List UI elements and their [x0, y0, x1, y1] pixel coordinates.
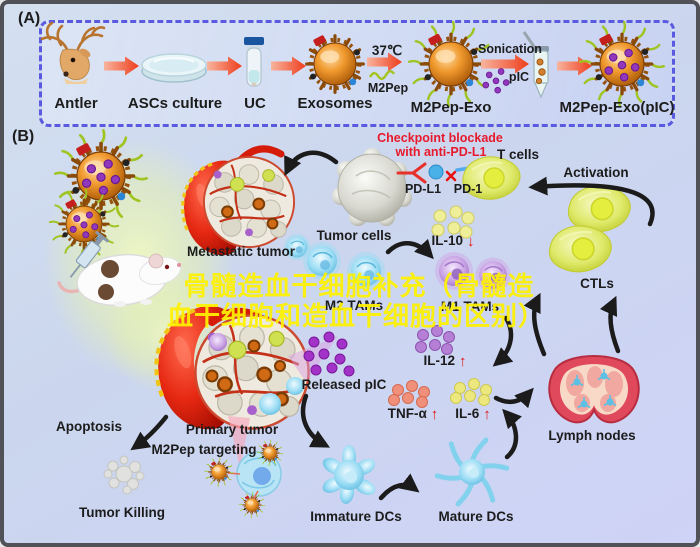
petri-dish-icon [141, 53, 207, 83]
primary-tumor-organ [156, 306, 338, 468]
label-m1-tams: M1 TAMs [440, 299, 500, 314]
il10-dots [431, 205, 475, 239]
label-ascs-culture: ASCs culture [127, 95, 223, 112]
label-mature-dcs: Mature DCs [438, 509, 514, 524]
label-m2pep: M2Pep [367, 81, 409, 95]
m2pep-peptide-icon [368, 70, 395, 80]
label-uc: UC [244, 95, 266, 112]
flow-arrows [130, 150, 655, 501]
label-lymph-nodes: Lymph nodes [548, 428, 636, 443]
ctl-icon-1 [567, 184, 632, 233]
label-t-cells: T cells [496, 147, 540, 162]
panel-a-arrow-3 [271, 56, 306, 76]
tnf-up-arrow-icon: ↑ [430, 406, 439, 423]
il6-name: IL-6 [455, 406, 480, 422]
il10-down-arrow-icon: ↓ [467, 233, 475, 250]
m2pep-exo-icon [407, 20, 495, 108]
lymph-node-icon [548, 355, 640, 424]
mature-dc-icon [434, 437, 510, 507]
label-m2pep-exo: M2Pep-Exo [410, 99, 492, 116]
label-antler: Antler [54, 95, 98, 112]
label-exosomes: Exosomes [297, 95, 373, 112]
label-m2-tams: M2 TAMs [324, 298, 384, 313]
blocked-x-icon [445, 170, 457, 182]
label-il12: IL-12 ↑ [423, 353, 467, 370]
il6-up-arrow-icon: ↑ [483, 406, 491, 423]
panel-a-arrow-6 [557, 56, 592, 76]
label-m2pep-exo-pic: M2Pep-Exo(pIC) [559, 99, 675, 116]
targeting-beam [228, 416, 250, 468]
diagram-artwork [40, 20, 666, 519]
label-ctls: CTLs [580, 276, 614, 291]
arrow-tumorcells-to-metastatic [284, 150, 339, 177]
label-temp: 37℃ [371, 43, 403, 58]
m2pep-exo-pic-icon [578, 20, 666, 108]
tumor-cells-icon [332, 148, 412, 226]
apoptotic-cell-icon [103, 455, 145, 495]
arrow-apoptosis [130, 414, 169, 451]
tnf-dots [388, 380, 430, 408]
label-pd-l1: PD-L1 [404, 182, 442, 196]
m2pep-targeting-cell-icon [204, 439, 284, 519]
label-immature-dcs: Immature DCs [310, 509, 402, 524]
label-pd-1: PD-1 [453, 182, 483, 196]
arrow-maturedc-to-lymph [502, 408, 522, 460]
label-checkpoint-line2: with anti-PD-L1 [395, 145, 487, 159]
watermark-line1: 骨髓造血干细胞补充（骨髓造 [183, 272, 535, 302]
label-tumor-cells: Tumor cells [316, 228, 392, 243]
arrow-immature-to-mature [378, 473, 420, 501]
sonication-tube-icon [522, 31, 549, 99]
antler-icon [40, 21, 106, 84]
syringe-icon [69, 231, 109, 278]
label-tumor-killing: Tumor Killing [79, 505, 165, 520]
arrow-to-ctls-left [523, 292, 547, 357]
il6-dots [450, 378, 492, 406]
label-metastatic-tumor: Metastatic tumor [186, 244, 296, 259]
il12-up-arrow-icon: ↑ [459, 353, 467, 370]
arrow-activation [528, 176, 655, 227]
tnf-name: TNF-α [387, 406, 427, 422]
arrow-il12-to-lymph [493, 387, 534, 409]
arrow-m1-down [492, 315, 514, 367]
pd-l1-ligand-icon [428, 164, 444, 180]
uc-tube-icon [244, 37, 264, 87]
panel-a-arrow-1 [104, 56, 139, 76]
exosome-icon [307, 35, 364, 93]
watermark-line2: 血干细胞和造血干细胞的区别） [166, 302, 546, 332]
label-pic: pIC [508, 70, 530, 84]
arrow-pic-to-immature-dc [300, 393, 331, 448]
panel-b-tag: (B) [12, 128, 35, 145]
pic-dots-icon [482, 68, 510, 94]
ctl-icon-2 [548, 224, 613, 273]
label-tnf: TNF-α ↑ [387, 406, 439, 423]
panel-a-arrow-2 [207, 56, 242, 76]
il12-name: IL-12 [423, 353, 456, 369]
label-released-pic: Released pIC [301, 377, 387, 392]
il12-dots [415, 325, 455, 355]
label-sonication: Sonication [478, 42, 542, 56]
panel-a-tag: (A) [18, 10, 41, 27]
il10-name: IL-10 [431, 233, 464, 249]
label-il10: IL-10 ↓ [431, 233, 475, 250]
released-pic-dots [303, 331, 355, 377]
pd-l1-antibody-icon [396, 162, 427, 184]
label-activation: Activation [563, 165, 629, 180]
label-checkpoint-line1: Checkpoint blockade [377, 131, 503, 145]
label-il6: IL-6 ↑ [455, 406, 491, 423]
arrow-to-ctls-right [599, 295, 621, 354]
immature-dc-icon [322, 445, 376, 504]
mouse-icon [57, 253, 182, 307]
label-m2pep-targeting: M2Pep targeting [151, 442, 257, 457]
label-apoptosis: Apoptosis [56, 419, 122, 434]
metastatic-tumor-organ [181, 145, 296, 257]
arrow-m2-to-m1 [385, 238, 434, 260]
label-primary-tumor: Primary tumor [185, 422, 279, 437]
